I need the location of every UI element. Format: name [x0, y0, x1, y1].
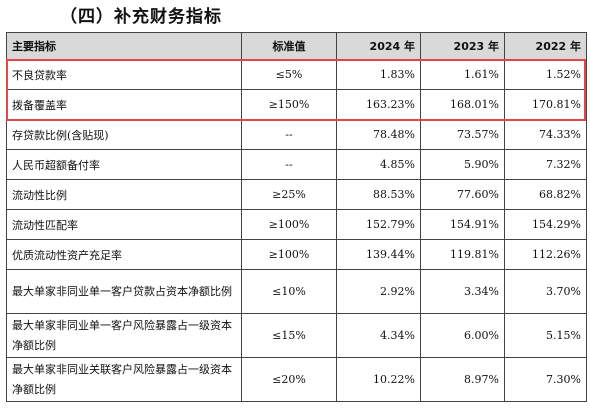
standard-value: ≤5% [241, 59, 337, 90]
indicator-name: 最大单家非同业单一客户风险暴露占一级资本净额比例 [6, 313, 242, 358]
value-2022: 68.82% [504, 179, 587, 210]
table-header-row: 主要指标 标准值 2024 年 2023 年 2022 年 [6, 32, 587, 60]
table-row: 人民币超额备付率 -- 4.85% 5.90% 7.32% [6, 149, 587, 180]
value-2024: 10.22% [336, 357, 421, 402]
value-2023: 8.97% [420, 357, 505, 402]
header-standard: 标准值 [241, 32, 337, 60]
indicator-name: 存贷款比例(含贴现) [6, 119, 242, 150]
value-2024: 1.83% [336, 59, 421, 90]
table-row: 不良贷款率 ≤5% 1.83% 1.61% 1.52% [6, 59, 587, 90]
standard-value: -- [241, 149, 337, 180]
value-2022: 3.70% [504, 269, 587, 314]
indicator-name: 流动性比例 [6, 179, 242, 210]
indicator-name: 人民币超额备付率 [6, 149, 242, 180]
table-row: 流动性比例 ≥25% 88.53% 77.60% 68.82% [6, 179, 587, 210]
indicator-name: 优质流动性资产充足率 [6, 239, 242, 270]
value-2024: 78.48% [336, 119, 421, 150]
value-2022: 1.52% [504, 59, 587, 90]
value-2022: 7.30% [504, 357, 587, 402]
standard-value: ≥150% [241, 89, 337, 120]
financial-indicators-table: 主要指标 标准值 2024 年 2023 年 2022 年 不良贷款率 ≤5% … [6, 32, 587, 402]
value-2023: 154.91% [420, 209, 505, 240]
value-2023: 5.90% [420, 149, 505, 180]
table-row: 存贷款比例(含贴现) -- 78.48% 73.57% 74.33% [6, 119, 587, 150]
value-2024: 139.44% [336, 239, 421, 270]
table-row: 最大单家非同业关联客户风险暴露占一级资本净额比例 ≤20% 10.22% 8.9… [6, 357, 587, 402]
value-2024: 2.92% [336, 269, 421, 314]
standard-value: ≥100% [241, 209, 337, 240]
value-2024: 163.23% [336, 89, 421, 120]
value-2024: 88.53% [336, 179, 421, 210]
value-2024: 4.34% [336, 313, 421, 358]
indicator-name: 拨备覆盖率 [6, 89, 242, 120]
standard-value: ≤10% [241, 269, 337, 314]
header-indicator: 主要指标 [6, 32, 242, 60]
header-year-2023: 2023 年 [420, 32, 505, 60]
section-title: （四）补充财务指标 [60, 7, 222, 27]
value-2024: 4.85% [336, 149, 421, 180]
standard-value: ≥100% [241, 239, 337, 270]
value-2022: 170.81% [504, 89, 587, 120]
value-2023: 1.61% [420, 59, 505, 90]
value-2023: 3.34% [420, 269, 505, 314]
standard-value: ≤15% [241, 313, 337, 358]
value-2023: 73.57% [420, 119, 505, 150]
value-2023: 77.60% [420, 179, 505, 210]
standard-value: ≤20% [241, 357, 337, 402]
value-2022: 112.26% [504, 239, 587, 270]
standard-value: -- [241, 119, 337, 150]
value-2022: 7.32% [504, 149, 587, 180]
table-row: 优质流动性资产充足率 ≥100% 139.44% 119.81% 112.26% [6, 239, 587, 270]
value-2024: 152.79% [336, 209, 421, 240]
table-row: 流动性匹配率 ≥100% 152.79% 154.91% 154.29% [6, 209, 587, 240]
value-2023: 168.01% [420, 89, 505, 120]
indicator-name: 流动性匹配率 [6, 209, 242, 240]
indicator-name: 最大单家非同业单一客户贷款占资本净额比例 [6, 269, 242, 314]
header-year-2024: 2024 年 [336, 32, 421, 60]
value-2022: 154.29% [504, 209, 587, 240]
value-2023: 119.81% [420, 239, 505, 270]
table-row: 最大单家非同业单一客户风险暴露占一级资本净额比例 ≤15% 4.34% 6.00… [6, 313, 587, 358]
value-2022: 74.33% [504, 119, 587, 150]
indicator-name: 不良贷款率 [6, 59, 242, 90]
standard-value: ≥25% [241, 179, 337, 210]
value-2022: 5.15% [504, 313, 587, 358]
table-row: 拨备覆盖率 ≥150% 163.23% 168.01% 170.81% [6, 89, 587, 120]
value-2023: 6.00% [420, 313, 505, 358]
header-year-2022: 2022 年 [504, 32, 587, 60]
table-row: 最大单家非同业单一客户贷款占资本净额比例 ≤10% 2.92% 3.34% 3.… [6, 269, 587, 314]
indicator-name: 最大单家非同业关联客户风险暴露占一级资本净额比例 [6, 357, 242, 402]
